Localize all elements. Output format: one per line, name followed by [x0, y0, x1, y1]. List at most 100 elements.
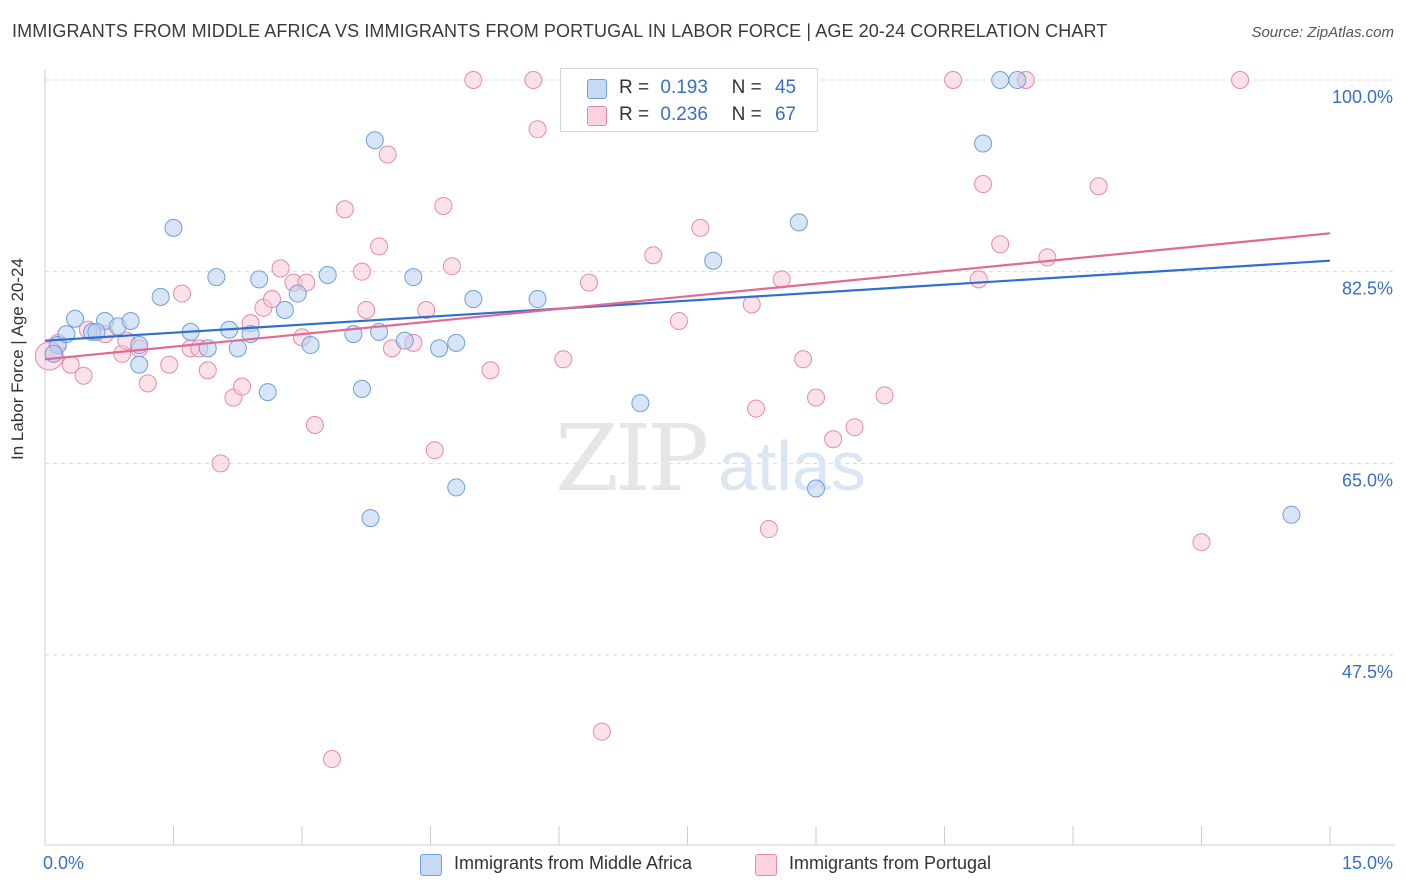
data-point-portugal: [554, 350, 573, 369]
data-point-portugal: [669, 311, 688, 330]
y-axis-label: In Labor Force | Age 20-24: [8, 258, 27, 460]
data-point-portugal: [464, 71, 483, 89]
data-point-portugal: [807, 388, 825, 407]
data-point-middle-africa: [275, 301, 294, 319]
data-point-portugal: [845, 418, 864, 437]
data-point-middle-africa: [121, 311, 140, 330]
data-point-middle-africa: [228, 339, 247, 358]
data-point-portugal: [644, 246, 663, 265]
data-point-portugal: [742, 295, 761, 314]
grid-lines: [45, 79, 1395, 656]
data-point-portugal: [173, 284, 192, 303]
bottom-legend-label-middle-africa: Immigrants from Middle Africa: [454, 853, 693, 873]
data-point-portugal: [974, 175, 993, 194]
data-point-portugal: [160, 355, 179, 374]
data-point-portugal: [592, 722, 611, 741]
data-point-portugal: [524, 71, 543, 89]
series-middle-africa-points: [44, 71, 1301, 528]
data-point-middle-africa: [789, 213, 808, 232]
data-point-middle-africa: [1008, 71, 1027, 89]
bottom-legend-swatch-blue: [420, 854, 442, 876]
watermark-zip: ZIP: [555, 405, 706, 512]
data-point-portugal: [263, 290, 282, 309]
data-point-portugal: [335, 200, 354, 219]
x-tick-label-min: 0.0%: [43, 853, 84, 873]
bottom-legend-swatch-pink: [755, 854, 777, 876]
data-point-middle-africa: [807, 479, 825, 498]
y-tick-label: 47.5%: [1342, 662, 1393, 682]
legend-r-label: R =: [619, 104, 650, 125]
data-point-portugal: [271, 259, 290, 278]
data-point-middle-africa: [528, 290, 547, 309]
data-point-middle-africa: [991, 71, 1010, 89]
data-point-portugal: [1192, 533, 1211, 552]
data-point-middle-africa: [430, 339, 449, 358]
legend-r-value: 0.236: [660, 104, 708, 125]
data-point-portugal: [579, 273, 598, 292]
data-point-middle-africa: [65, 309, 84, 328]
data-point-portugal: [875, 386, 894, 405]
data-point-middle-africa: [974, 134, 993, 153]
data-point-middle-africa: [395, 331, 414, 350]
data-point-portugal: [1089, 177, 1108, 196]
legend-n-value: 45: [774, 77, 797, 98]
y-tick-label: 82.5%: [1342, 279, 1393, 299]
data-point-portugal: [794, 350, 813, 369]
data-point-middle-africa: [631, 394, 650, 413]
data-point-portugal: [528, 120, 547, 139]
data-point-middle-africa: [404, 268, 423, 287]
source-attribution: Source: ZipAtlas.com: [1251, 24, 1394, 41]
data-point-middle-africa: [301, 336, 320, 355]
data-point-portugal: [691, 218, 710, 237]
data-point-portugal: [233, 377, 252, 396]
data-point-portugal: [425, 441, 444, 460]
trend-lines: [44, 232, 1331, 361]
data-point-middle-africa: [288, 284, 307, 303]
data-point-middle-africa: [352, 379, 371, 398]
legend-n-label: N =: [731, 77, 762, 98]
series-portugal-points: [34, 71, 1250, 769]
data-point-middle-africa: [318, 265, 337, 284]
data-point-middle-africa: [164, 218, 183, 237]
data-point-portugal: [969, 270, 988, 289]
data-point-middle-africa: [704, 251, 723, 270]
data-point-portugal: [991, 235, 1010, 254]
watermark-atlas: atlas: [718, 427, 866, 505]
data-point-portugal: [772, 270, 791, 289]
data-point-portugal: [357, 301, 376, 319]
legend-n-label: N =: [731, 104, 762, 125]
data-point-portugal: [417, 301, 436, 319]
legend-n-value: 67: [774, 104, 797, 125]
data-point-middle-africa: [130, 355, 149, 374]
data-point-middle-africa: [151, 287, 170, 306]
axes: [44, 70, 1395, 846]
data-point-portugal: [759, 520, 778, 539]
data-point-portugal: [1038, 248, 1057, 267]
tick-labels: 47.5% 65.0% 82.5% 100.0% 0.0% 15.0%: [43, 87, 1393, 873]
data-point-portugal: [442, 257, 461, 276]
trend-line-portugal: [44, 232, 1331, 361]
chart-title: IMMIGRANTS FROM MIDDLE AFRICA VS IMMIGRA…: [12, 21, 1108, 41]
data-point-portugal: [198, 361, 217, 380]
legend-r-value: 0.193: [660, 77, 708, 98]
data-point-middle-africa: [447, 333, 466, 352]
data-point-middle-africa: [207, 268, 226, 287]
data-point-portugal: [74, 366, 93, 385]
legend-r-label: R =: [619, 77, 650, 98]
x-tick-label-max: 15.0%: [1342, 853, 1393, 873]
data-point-portugal: [138, 374, 157, 393]
data-point-middle-africa: [258, 383, 277, 402]
legend-text-portugal: R = 0.236 N = 67: [619, 104, 796, 126]
data-point-portugal: [305, 416, 324, 434]
data-point-portugal: [824, 430, 843, 449]
data-point-middle-africa: [464, 290, 483, 309]
data-point-middle-africa: [250, 270, 269, 289]
data-point-portugal: [944, 71, 963, 89]
data-point-portugal: [378, 145, 397, 164]
data-point-portugal: [434, 196, 453, 215]
data-point-portugal: [322, 750, 341, 769]
legend-swatch-pink: [587, 106, 607, 126]
data-point-middle-africa: [365, 131, 384, 150]
data-point-middle-africa: [361, 509, 380, 528]
